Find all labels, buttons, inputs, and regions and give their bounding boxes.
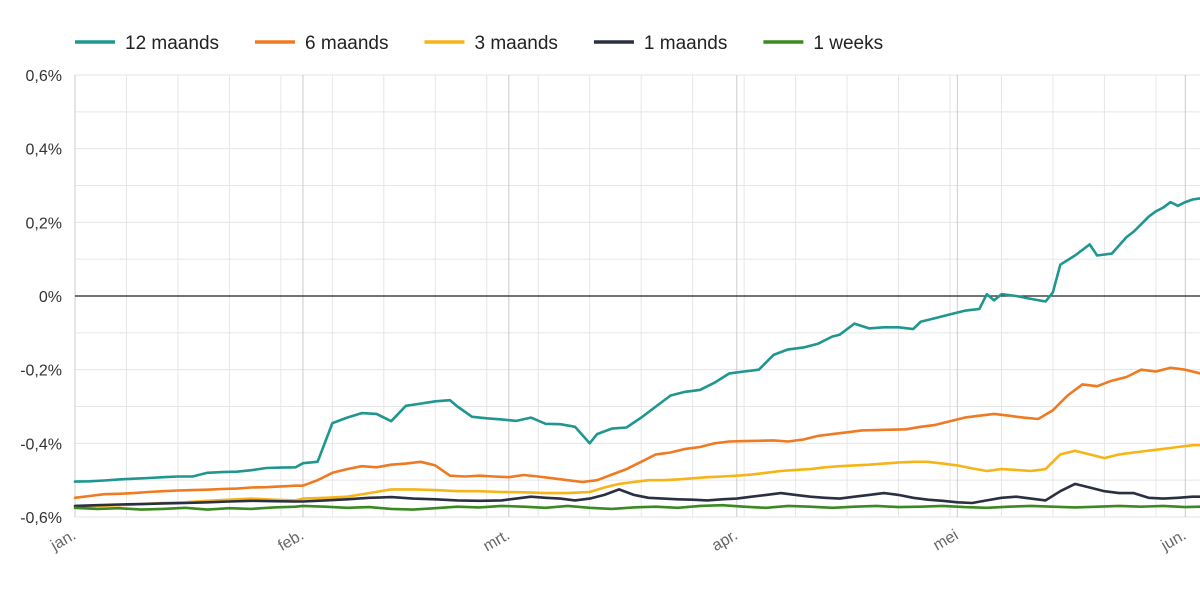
y-tick-label: 0,6% xyxy=(26,68,62,85)
legend-label: 12 maands xyxy=(125,33,219,54)
legend-item[interactable]: 6 maands xyxy=(255,33,388,54)
x-tick-label: mrt. xyxy=(480,527,512,555)
legend: 12 maands 6 maands 3 maands 1 maands 1 weeks xyxy=(75,33,883,54)
series-line-3 xyxy=(73,443,1200,508)
legend-label: 1 maands xyxy=(644,33,727,54)
series-line-5 xyxy=(73,503,1200,511)
y-tick-label: -0,6% xyxy=(20,510,62,527)
x-tick-label: mei xyxy=(931,527,962,555)
y-tick-label: 0,4% xyxy=(26,142,62,159)
legend-label: 3 maands xyxy=(474,33,557,54)
y-tick-label: 0% xyxy=(39,289,62,306)
legend-item[interactable]: 1 maands xyxy=(593,33,727,54)
y-tick-label: -0,2% xyxy=(20,363,62,380)
x-tick-label: feb. xyxy=(275,527,307,555)
series-line-2 xyxy=(73,366,1200,500)
series-line-4 xyxy=(73,482,1200,508)
series-layer xyxy=(73,197,1200,511)
y-tick-label: -0,4% xyxy=(20,436,62,453)
legend-item[interactable]: 12 maands xyxy=(75,33,219,54)
series-line-1 xyxy=(73,197,1200,483)
x-tick-label: jan. xyxy=(47,527,79,555)
x-tick-label: apr. xyxy=(709,527,741,555)
legend-label: 1 weeks xyxy=(813,33,883,54)
x-axis: jan. feb. mrt. apr. mei jun. xyxy=(47,527,1189,555)
legend-item[interactable]: 1 weeks xyxy=(763,33,883,54)
y-tick-label: 0,2% xyxy=(26,215,62,232)
x-tick-label: jun. xyxy=(1158,527,1190,555)
legend-label: 6 maands xyxy=(305,33,388,54)
legend-item[interactable]: 3 maands xyxy=(424,33,558,54)
y-axis: 0,6% 0,4% 0,2% 0% -0,2% -0,4% -0,6% xyxy=(20,68,62,527)
